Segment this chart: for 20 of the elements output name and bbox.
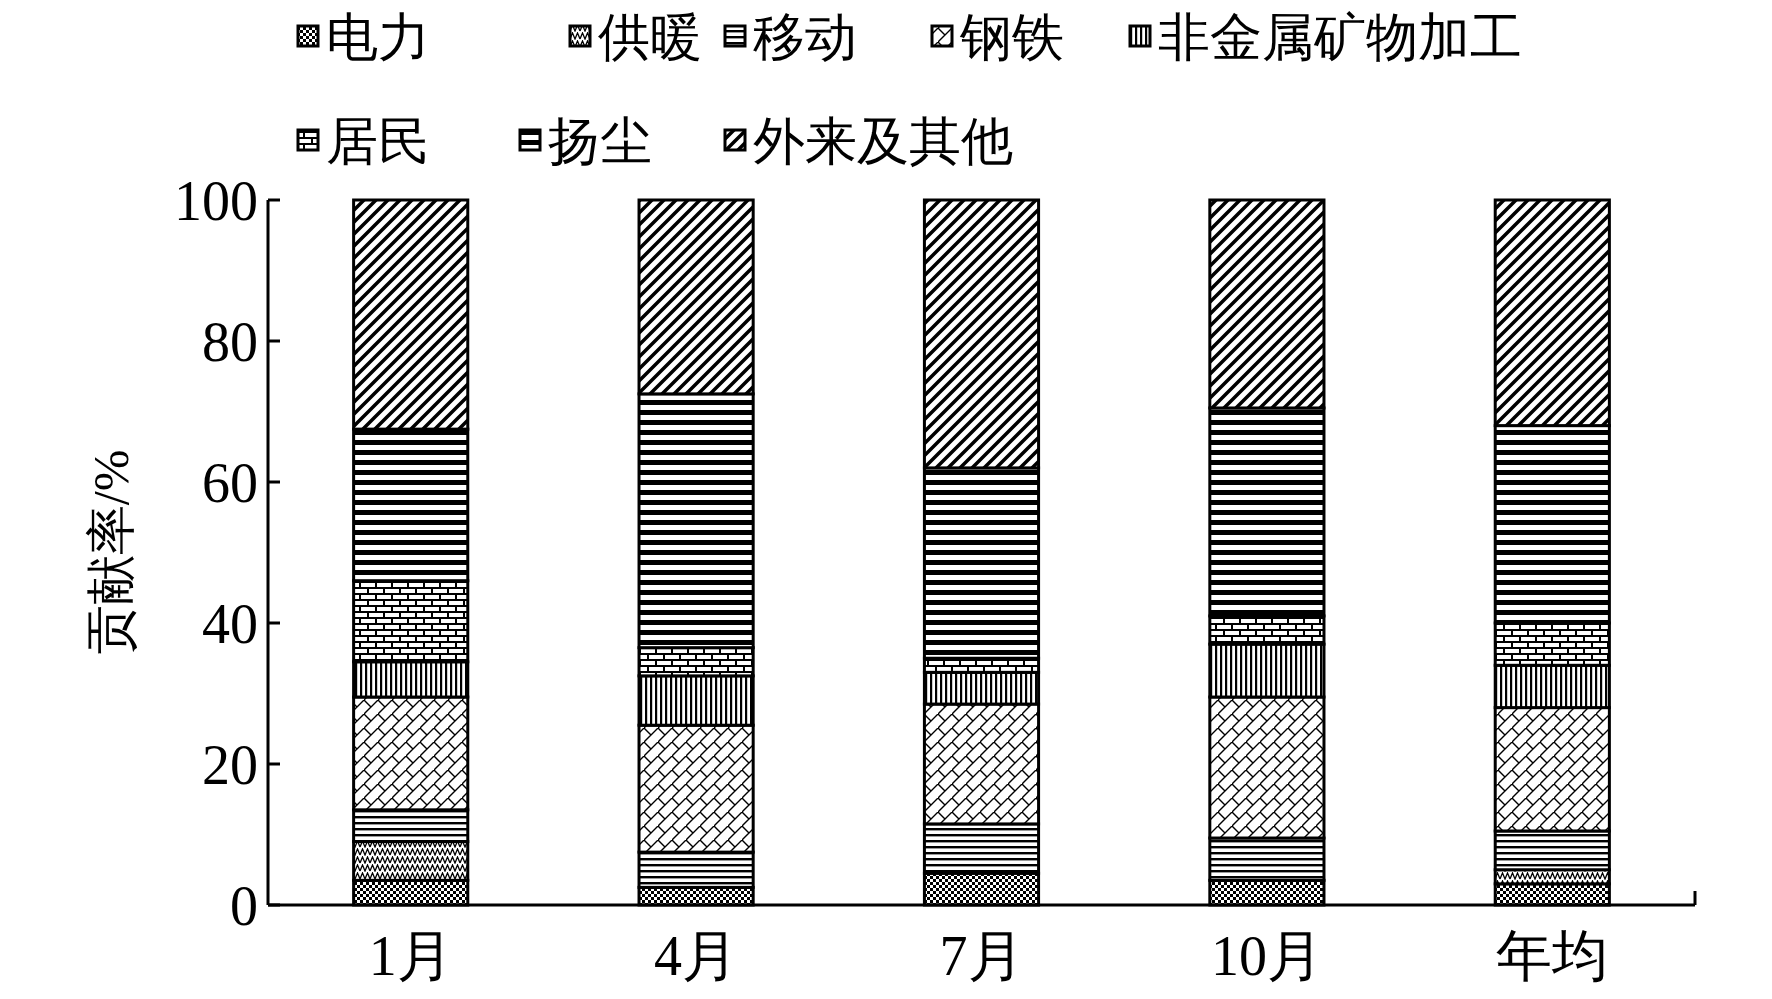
y-tick-label: 80 [202,310,258,373]
legend-label: 供暖 [598,8,702,66]
x-tick-label: 10月 [1210,925,1323,987]
x-tick-label: 年均 [1496,925,1609,987]
y-tick-label: 60 [202,451,258,514]
legend-label: 钢铁 [959,8,1064,66]
legend-label: 扬尘 [548,112,652,170]
x-tick-label: 7月 [939,925,1024,987]
legend-label: 居民 [326,112,430,170]
y-tick-label: 40 [202,592,258,655]
x-tick-label: 4月 [654,925,739,987]
legend-label: 外来及其他 [753,112,1013,170]
x-tick-label: 1月 [368,925,453,987]
y-tick-label: 100 [174,169,258,232]
y-axis-title: 贡献率/% [83,449,139,656]
y-tick-label: 20 [202,733,258,796]
legend-label: 非金属矿物加工 [1158,8,1522,66]
legend-label: 电力 [326,8,430,66]
y-tick-label: 0 [230,874,258,937]
legend-label: 移动 [753,8,857,66]
